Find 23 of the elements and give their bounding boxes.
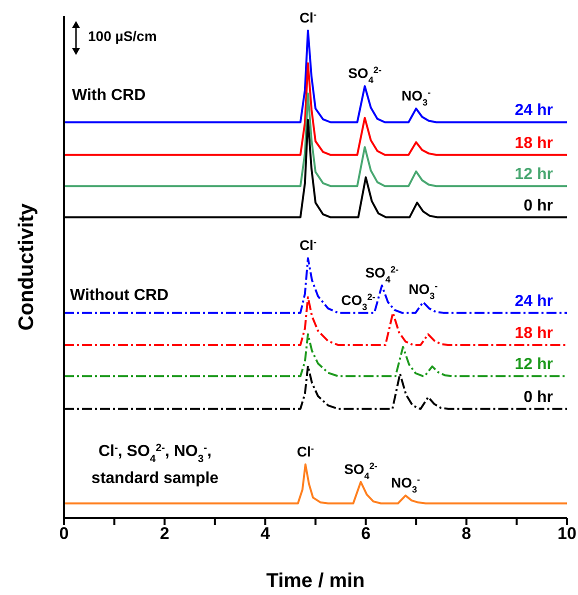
x-tick-label: 8 xyxy=(462,524,472,544)
series-label: 18 hr xyxy=(514,324,553,342)
annotation: Cl$^{-}$ xyxy=(299,10,316,26)
x-tick-label: 2 xyxy=(160,524,170,544)
series-label: 24 hr xyxy=(514,102,553,120)
text: Cl$^{-}$, SO$_{4}$$^{2-}$, NO$_{3}$$^{-}$, standard sample xyxy=(91,442,219,487)
series-label: 0 hr xyxy=(524,197,553,214)
annotation: Cl$^{-}$ xyxy=(296,443,314,460)
annotation: With CRD xyxy=(72,87,146,104)
series-label: 24 hr xyxy=(514,292,553,310)
series-label: 12 hr xyxy=(514,356,553,374)
annotation: Without CRD xyxy=(70,287,168,304)
series-label: 12 hr xyxy=(514,166,553,184)
series-label: 18 hr xyxy=(514,134,553,152)
x-tick-label: 0 xyxy=(59,524,69,544)
x-tick-label: 4 xyxy=(260,524,270,544)
x-tick-label: 6 xyxy=(361,524,371,544)
x-tick-label: 10 xyxy=(558,524,576,544)
series-label: 0 hr xyxy=(524,388,553,406)
x-axis-title: Time / min xyxy=(266,570,365,592)
annotation: Cl$^{-}$ xyxy=(299,237,316,254)
y-axis-title: Conductivity xyxy=(14,203,38,331)
annotation: 100 µS/cm xyxy=(88,28,157,44)
